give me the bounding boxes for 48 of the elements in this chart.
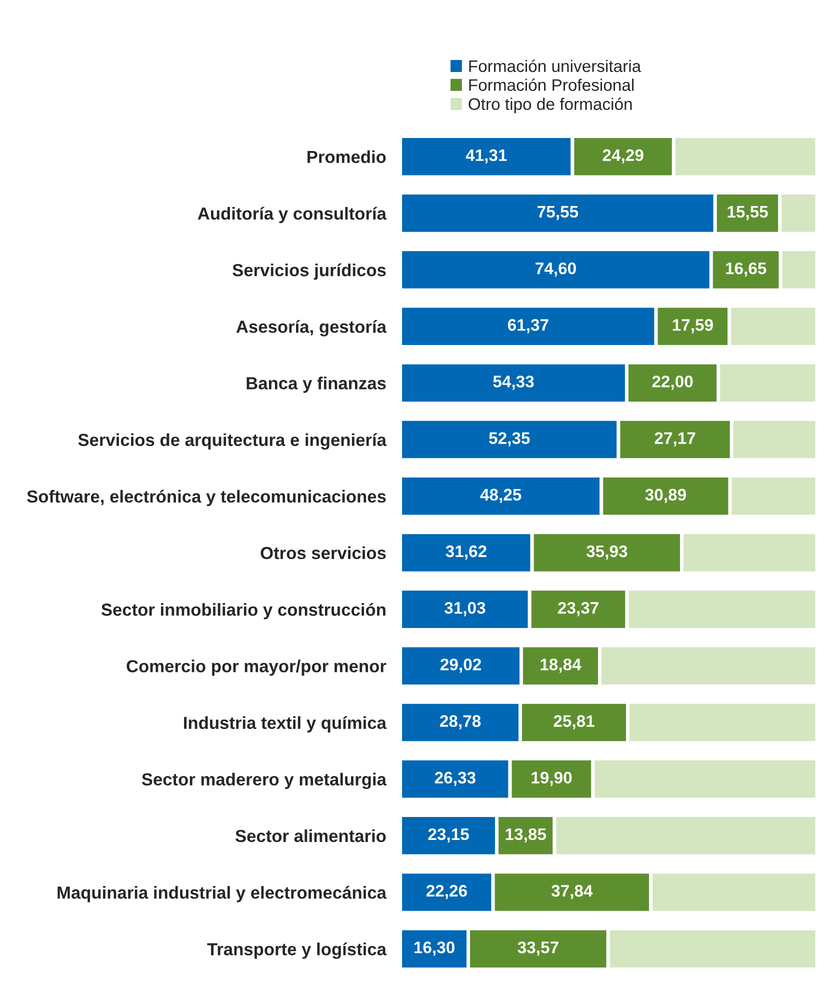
data-label: 61,37 (508, 319, 548, 334)
y-tick-label: Promedio (308, 150, 386, 164)
data-label: 74,60 (536, 262, 576, 277)
data-label: 37,84 (551, 884, 593, 900)
y-tick-label: Transporte y logística (207, 942, 387, 959)
data-label: 17,59 (672, 319, 713, 334)
legend-label: Otro tipo de formación (468, 98, 632, 114)
data-label: 25,81 (554, 715, 594, 730)
data-label: 24,29 (602, 149, 644, 164)
data-label: 33,57 (518, 942, 558, 956)
data-label: 29,02 (440, 658, 481, 673)
data-label: 48,25 (480, 488, 522, 504)
data-label: 41,31 (466, 149, 507, 164)
data-label: 31,03 (444, 602, 486, 616)
data-label: 18,84 (540, 658, 582, 673)
data-label: 28,78 (440, 715, 481, 730)
y-tick-label: Maquinaria industrial y electromecánica (58, 886, 387, 902)
y-tick-label: Otros servicios (260, 546, 386, 560)
data-label: 35,93 (586, 545, 628, 560)
data-label: 19,90 (532, 772, 572, 786)
data-label: 16,30 (414, 942, 454, 956)
legend-label: Formación universitaria (469, 60, 642, 72)
data-label: 27,17 (654, 432, 696, 446)
y-tick-label: Servicios de arquitectura e ingeniería (78, 433, 387, 450)
data-label: 13,85 (506, 828, 546, 843)
y-tick-label: Industria textil y química (184, 716, 387, 732)
data-label: 22,00 (652, 376, 693, 390)
data-label: 54,33 (493, 376, 534, 390)
y-tick-label: Auditoría y consultoría (198, 206, 387, 224)
legend-label: Formación Profesional (469, 78, 634, 91)
data-label: 75,55 (538, 206, 578, 220)
y-tick-label: Sector inmobiliario y construcción (101, 602, 386, 620)
data-label: 22,26 (426, 884, 467, 900)
y-tick-label: Banca y finanzas (246, 376, 386, 393)
data-label: 15,55 (728, 206, 768, 220)
data-label: 23,37 (558, 602, 598, 616)
y-tick-label: Sector maderero y metalurgia (142, 772, 387, 790)
data-label: 52,35 (489, 432, 530, 446)
y-tick-label: Software, electrónica y telecomunicaciones (27, 490, 386, 506)
data-label: 16,65 (726, 262, 766, 277)
y-tick-label: Asesoría, gestoría (236, 320, 387, 336)
data-label: 30,89 (645, 488, 686, 504)
y-tick-label: Sector alimentario (235, 829, 386, 842)
data-label: 23,15 (428, 828, 469, 843)
y-tick-label: Servicios jurídicos (232, 263, 386, 280)
data-label: 31,62 (446, 545, 486, 560)
data-label: 26,33 (434, 772, 476, 786)
y-tick-label: Comercio por mayor/por menor (126, 660, 386, 676)
